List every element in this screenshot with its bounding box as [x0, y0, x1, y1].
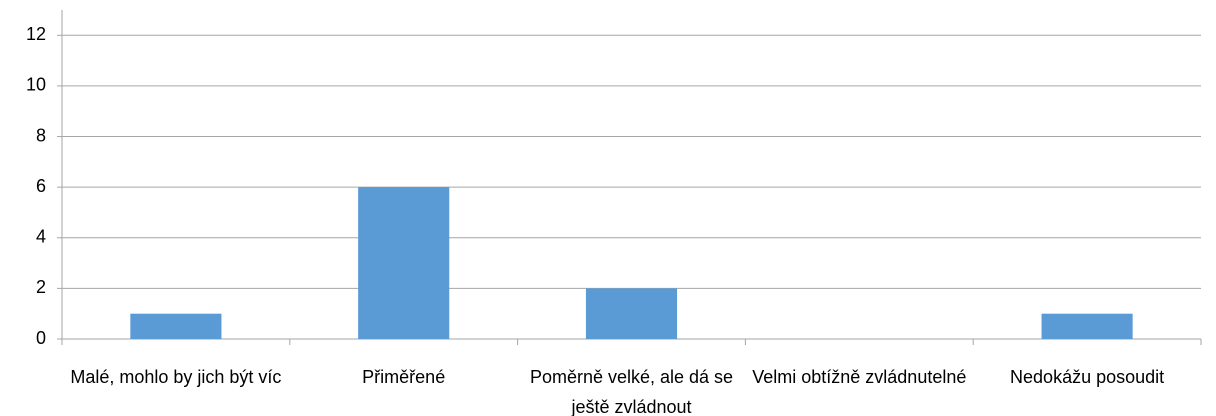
x-tick-label: Nedokážu posoudit [1010, 367, 1165, 387]
x-tick-label: Poměrně velké, ale dá se ještě zvládnout [529, 367, 734, 416]
bar [1041, 313, 1133, 339]
y-tick-label: 4 [36, 227, 46, 247]
y-tick-label: 10 [26, 75, 46, 95]
y-tick-label: 2 [36, 277, 46, 297]
x-tick-label: Malé, mohlo by jich být víc [70, 367, 282, 387]
bar [585, 288, 678, 339]
y-tick-label: 6 [36, 176, 46, 196]
y-tick-label: 12 [26, 24, 46, 44]
y-tick-label: 8 [36, 125, 46, 145]
x-tick-label: Velmi obtížně zvládnutelné [752, 367, 967, 387]
y-tick-label: 0 [36, 328, 46, 348]
bar [358, 187, 450, 339]
x-tick-label: Přiměřené [362, 367, 446, 387]
bar [130, 313, 222, 339]
